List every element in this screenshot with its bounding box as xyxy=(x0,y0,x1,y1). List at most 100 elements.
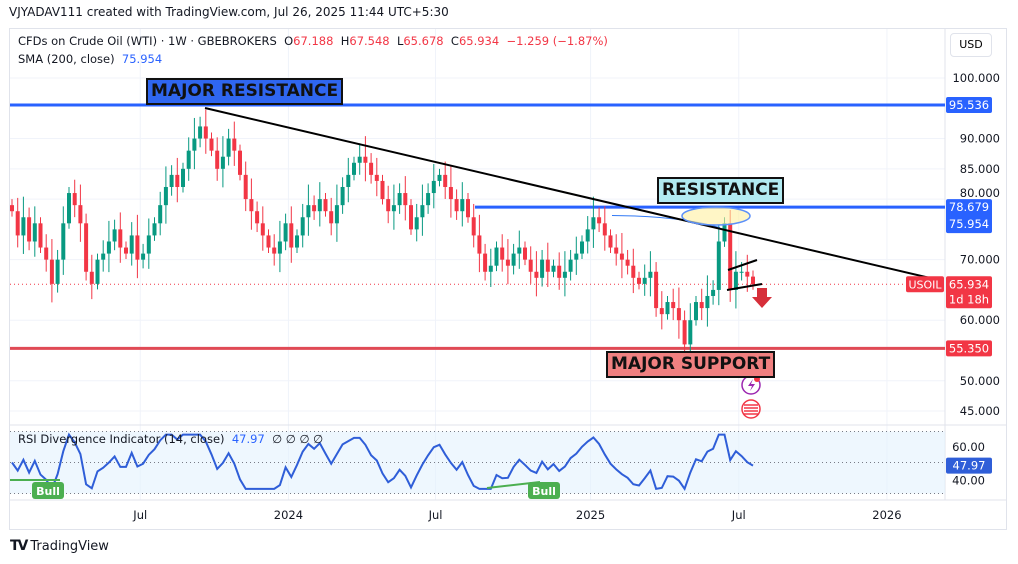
sma-price-tag: 75.954 xyxy=(949,217,989,231)
candle-body xyxy=(374,174,379,181)
rsi-legend[interactable]: RSI Divergence Indicator (14, close) 47.… xyxy=(18,432,323,446)
candle-body xyxy=(124,247,128,254)
candle-body xyxy=(751,276,755,285)
candle-body xyxy=(95,259,100,284)
candle-body xyxy=(534,271,539,278)
price-tick-label: 70.000 xyxy=(960,253,1000,267)
bull-label: Bull xyxy=(532,485,556,498)
candle-body xyxy=(186,150,191,169)
price-tick-label: 45.000 xyxy=(960,404,1000,418)
symbol-legend[interactable]: CFDs on Crude Oil (WTI) · 1W · GBEBROKER… xyxy=(18,34,608,48)
candle-body xyxy=(27,217,32,242)
candle-body xyxy=(637,277,641,284)
lightning-icon xyxy=(748,379,755,391)
candle-body xyxy=(722,223,727,242)
candle-body xyxy=(260,223,265,236)
time-tick-label: Jul xyxy=(731,508,746,522)
candle-body xyxy=(528,259,533,272)
flag-lower-line[interactable] xyxy=(726,283,763,291)
candle-body xyxy=(32,223,37,242)
candle-body xyxy=(21,217,26,236)
tradingview-logo[interactable]: TV TradingView xyxy=(10,538,109,554)
resistance-highlight-ellipse[interactable] xyxy=(681,206,751,226)
symbol-tag-bg xyxy=(906,276,944,293)
rsi-line xyxy=(11,432,754,492)
candle-body xyxy=(409,205,413,230)
candle-body xyxy=(300,217,305,236)
candle-body xyxy=(175,174,180,187)
time-tick-label: Jul xyxy=(428,508,443,522)
change-value: −1.259 (−1.87%) xyxy=(506,34,608,48)
bull-label-bg xyxy=(528,482,560,499)
candle-body xyxy=(283,223,288,242)
candle-body xyxy=(460,199,465,212)
brand-name: TradingView xyxy=(30,538,109,554)
us-flag-event-icon[interactable] xyxy=(741,399,761,419)
support-price-tag: 55.350 xyxy=(949,341,989,355)
candle-body xyxy=(705,295,710,309)
candle-body xyxy=(551,265,556,272)
candle-body xyxy=(169,174,174,187)
price-tick-label: 60.000 xyxy=(960,313,1000,327)
candle-body xyxy=(631,265,636,278)
candle-body xyxy=(78,205,83,224)
time-tick-label: Jul xyxy=(132,508,147,522)
candle-body xyxy=(243,174,248,200)
candle-body xyxy=(545,259,550,272)
candle-body xyxy=(745,271,750,277)
candle-body xyxy=(67,193,71,224)
candle-body xyxy=(608,235,613,248)
candle-body xyxy=(49,259,54,284)
candle-body xyxy=(523,247,527,260)
candle-body xyxy=(146,235,151,254)
time-tick-label: 2024 xyxy=(274,508,303,522)
flag-upper-line[interactable] xyxy=(727,259,758,271)
candle-body xyxy=(277,241,282,254)
descending-trendline[interactable] xyxy=(204,107,931,279)
candle-body xyxy=(152,223,157,236)
candle-body xyxy=(471,217,476,236)
candle-body xyxy=(517,247,522,254)
support-price-tag-bg xyxy=(946,340,992,357)
candle-body xyxy=(454,199,459,212)
candle-body xyxy=(10,205,14,212)
candle-body xyxy=(437,174,442,181)
candle-body xyxy=(420,205,425,218)
symbol-tag: USOIL xyxy=(908,278,942,291)
candle-body xyxy=(266,235,271,248)
close-label: C xyxy=(450,34,459,48)
candle-body xyxy=(306,205,311,218)
credit-line: VJYADAV111 created with TradingView.com,… xyxy=(9,5,449,19)
candle-body xyxy=(602,223,607,236)
time-tick-label: 2025 xyxy=(576,508,605,522)
currency-button[interactable]: USD xyxy=(950,33,992,57)
candle-body xyxy=(676,308,681,321)
last-price-tag-bg xyxy=(946,276,992,309)
major-resistance-price-tag: 95.536 xyxy=(949,98,989,112)
candle-body xyxy=(682,320,687,345)
sma-legend[interactable]: SMA (200, close) 75.954 xyxy=(18,52,162,66)
candle-body xyxy=(203,126,208,139)
candle-body xyxy=(72,193,77,206)
candle-body xyxy=(249,199,254,212)
candle-body xyxy=(597,217,602,224)
candle-body xyxy=(574,253,579,260)
candle-body xyxy=(494,247,499,266)
candle-body xyxy=(38,223,43,248)
candle-body xyxy=(386,199,391,212)
candle-body xyxy=(135,235,140,260)
major-resistance-price-tag-bg xyxy=(946,97,992,114)
candle-body xyxy=(220,156,225,169)
price-tick-label: 50.000 xyxy=(960,374,1000,388)
candle-body xyxy=(448,186,453,200)
price-tick-label: 80.000 xyxy=(960,186,1000,200)
candle-body xyxy=(340,186,345,206)
rsi-tick-label: 40.00 xyxy=(952,474,985,488)
candle-body xyxy=(369,162,374,175)
candle-body xyxy=(181,168,185,187)
price-tick-label: 100.000 xyxy=(952,71,1000,85)
rsi-tag-bg xyxy=(946,457,992,474)
candle-body xyxy=(562,271,567,278)
candle-body xyxy=(209,138,214,151)
